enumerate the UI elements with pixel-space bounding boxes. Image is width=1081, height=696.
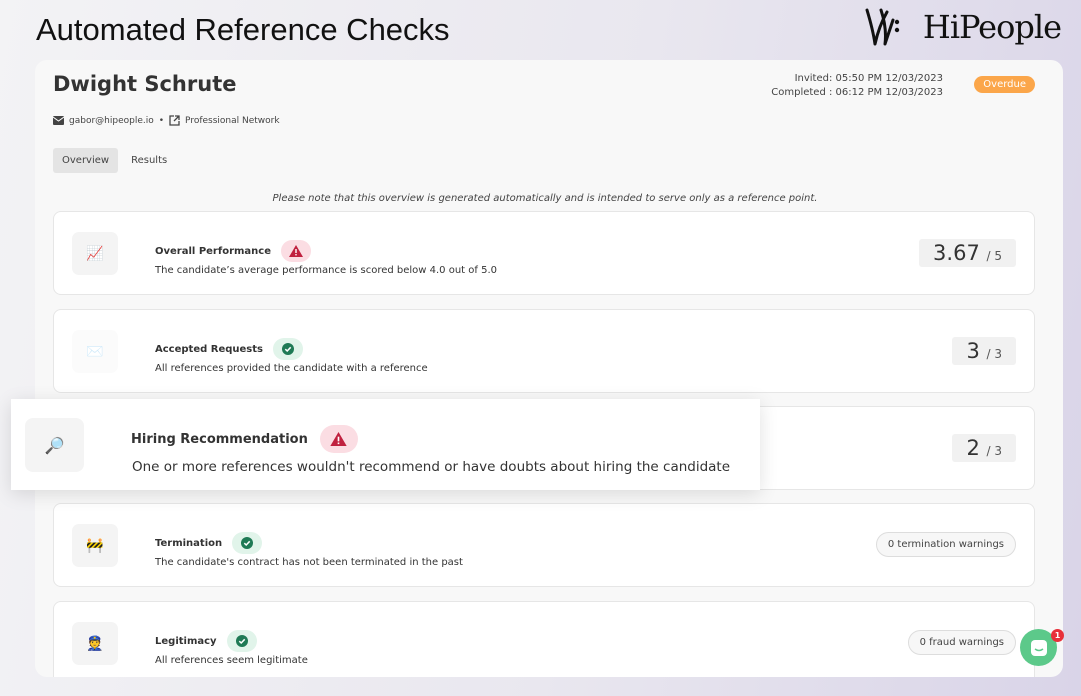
check-score: 3.67 / 5 (919, 239, 1016, 267)
check-score: 3 / 3 (952, 337, 1016, 365)
check-title: Legitimacy (155, 635, 217, 647)
score-value: 2 (966, 436, 980, 460)
candidate-panel: Dwight Schrute gabor@hipeople.io • Profe… (35, 60, 1063, 677)
score-max: / 5 (986, 249, 1003, 263)
score-value: 3 (966, 339, 980, 363)
score-value: 3.67 (933, 241, 980, 265)
candidate-email[interactable]: gabor@hipeople.io (69, 115, 154, 126)
check-title: Overall Performance (155, 245, 272, 257)
termination-warnings-pill: 0 termination warnings (875, 532, 1016, 557)
check-overall-performance: 📈 Overall Performance The candidate’s av… (53, 211, 1035, 295)
construction-barrier-icon: 🚧 (72, 524, 118, 567)
check-description: The candidate’s average performance is s… (155, 265, 497, 276)
check-description: One or more references wouldn't recommen… (132, 459, 731, 475)
check-title: Termination (155, 537, 223, 549)
tabs: Overview Results (53, 148, 176, 173)
check-circle-icon (272, 338, 303, 360)
logo-mark-icon (865, 8, 900, 46)
brand-name: HiPeople (922, 8, 1062, 46)
status-badge: Overdue (974, 76, 1035, 93)
candidate-source[interactable]: Professional Network (185, 115, 280, 126)
police-officer-icon: 👮 (72, 622, 118, 665)
warning-icon (319, 425, 358, 453)
invited-date: Invited: 05:50 PM 12/03/2023 (794, 73, 943, 84)
check-circle-icon (232, 532, 263, 554)
check-title: Hiring Recommendation (131, 431, 308, 447)
check-termination: 🚧 Termination The candidate's contract h… (53, 503, 1035, 587)
candidate-name: Dwight Schrute (53, 72, 237, 96)
candidate-dates: Invited: 05:50 PM 12/03/2023 Completed :… (771, 72, 943, 100)
chart-increasing-icon: 📈 (72, 232, 118, 275)
envelope-icon: ✉️ (72, 330, 118, 373)
mail-icon (53, 116, 64, 125)
chat-button[interactable] (1020, 629, 1057, 666)
check-description: All references provided the candidate wi… (155, 363, 428, 374)
hipeople-logo: HiPeople (863, 6, 1062, 48)
check-score: 2 / 3 (952, 434, 1016, 462)
check-description: All references seem legitimate (155, 655, 308, 666)
check-circle-icon (226, 630, 257, 652)
separator-dot: • (158, 115, 165, 126)
tab-overview[interactable]: Overview (53, 148, 119, 173)
check-title: Accepted Requests (155, 343, 263, 355)
overview-note: Please note that this overview is genera… (272, 193, 818, 204)
magnifier-icon: 🔎 (25, 418, 84, 472)
completed-date: Completed : 06:12 PM 12/03/2023 (771, 87, 943, 98)
tab-results[interactable]: Results (131, 155, 168, 166)
external-link-icon (169, 115, 180, 126)
warning-icon (281, 240, 312, 262)
candidate-contact: gabor@hipeople.io • Professional Network (53, 115, 280, 126)
chat-unread-badge: 1 (1051, 629, 1064, 642)
page-title: Automated Reference Checks (36, 12, 450, 47)
check-description: The candidate's contract has not been te… (155, 557, 463, 568)
check-legitimacy: 👮 Legitimacy All references seem legitim… (53, 601, 1035, 677)
fraud-warnings-pill: 0 fraud warnings (907, 630, 1016, 655)
check-hiring-recommendation-highlight: 🔎 Hiring Recommendation One or more refe… (11, 399, 760, 490)
check-accepted-requests: ✉️ Accepted Requests All references prov… (53, 309, 1035, 393)
score-max: / 3 (986, 347, 1003, 361)
chat-icon (1030, 639, 1047, 656)
score-max: / 3 (986, 444, 1003, 458)
